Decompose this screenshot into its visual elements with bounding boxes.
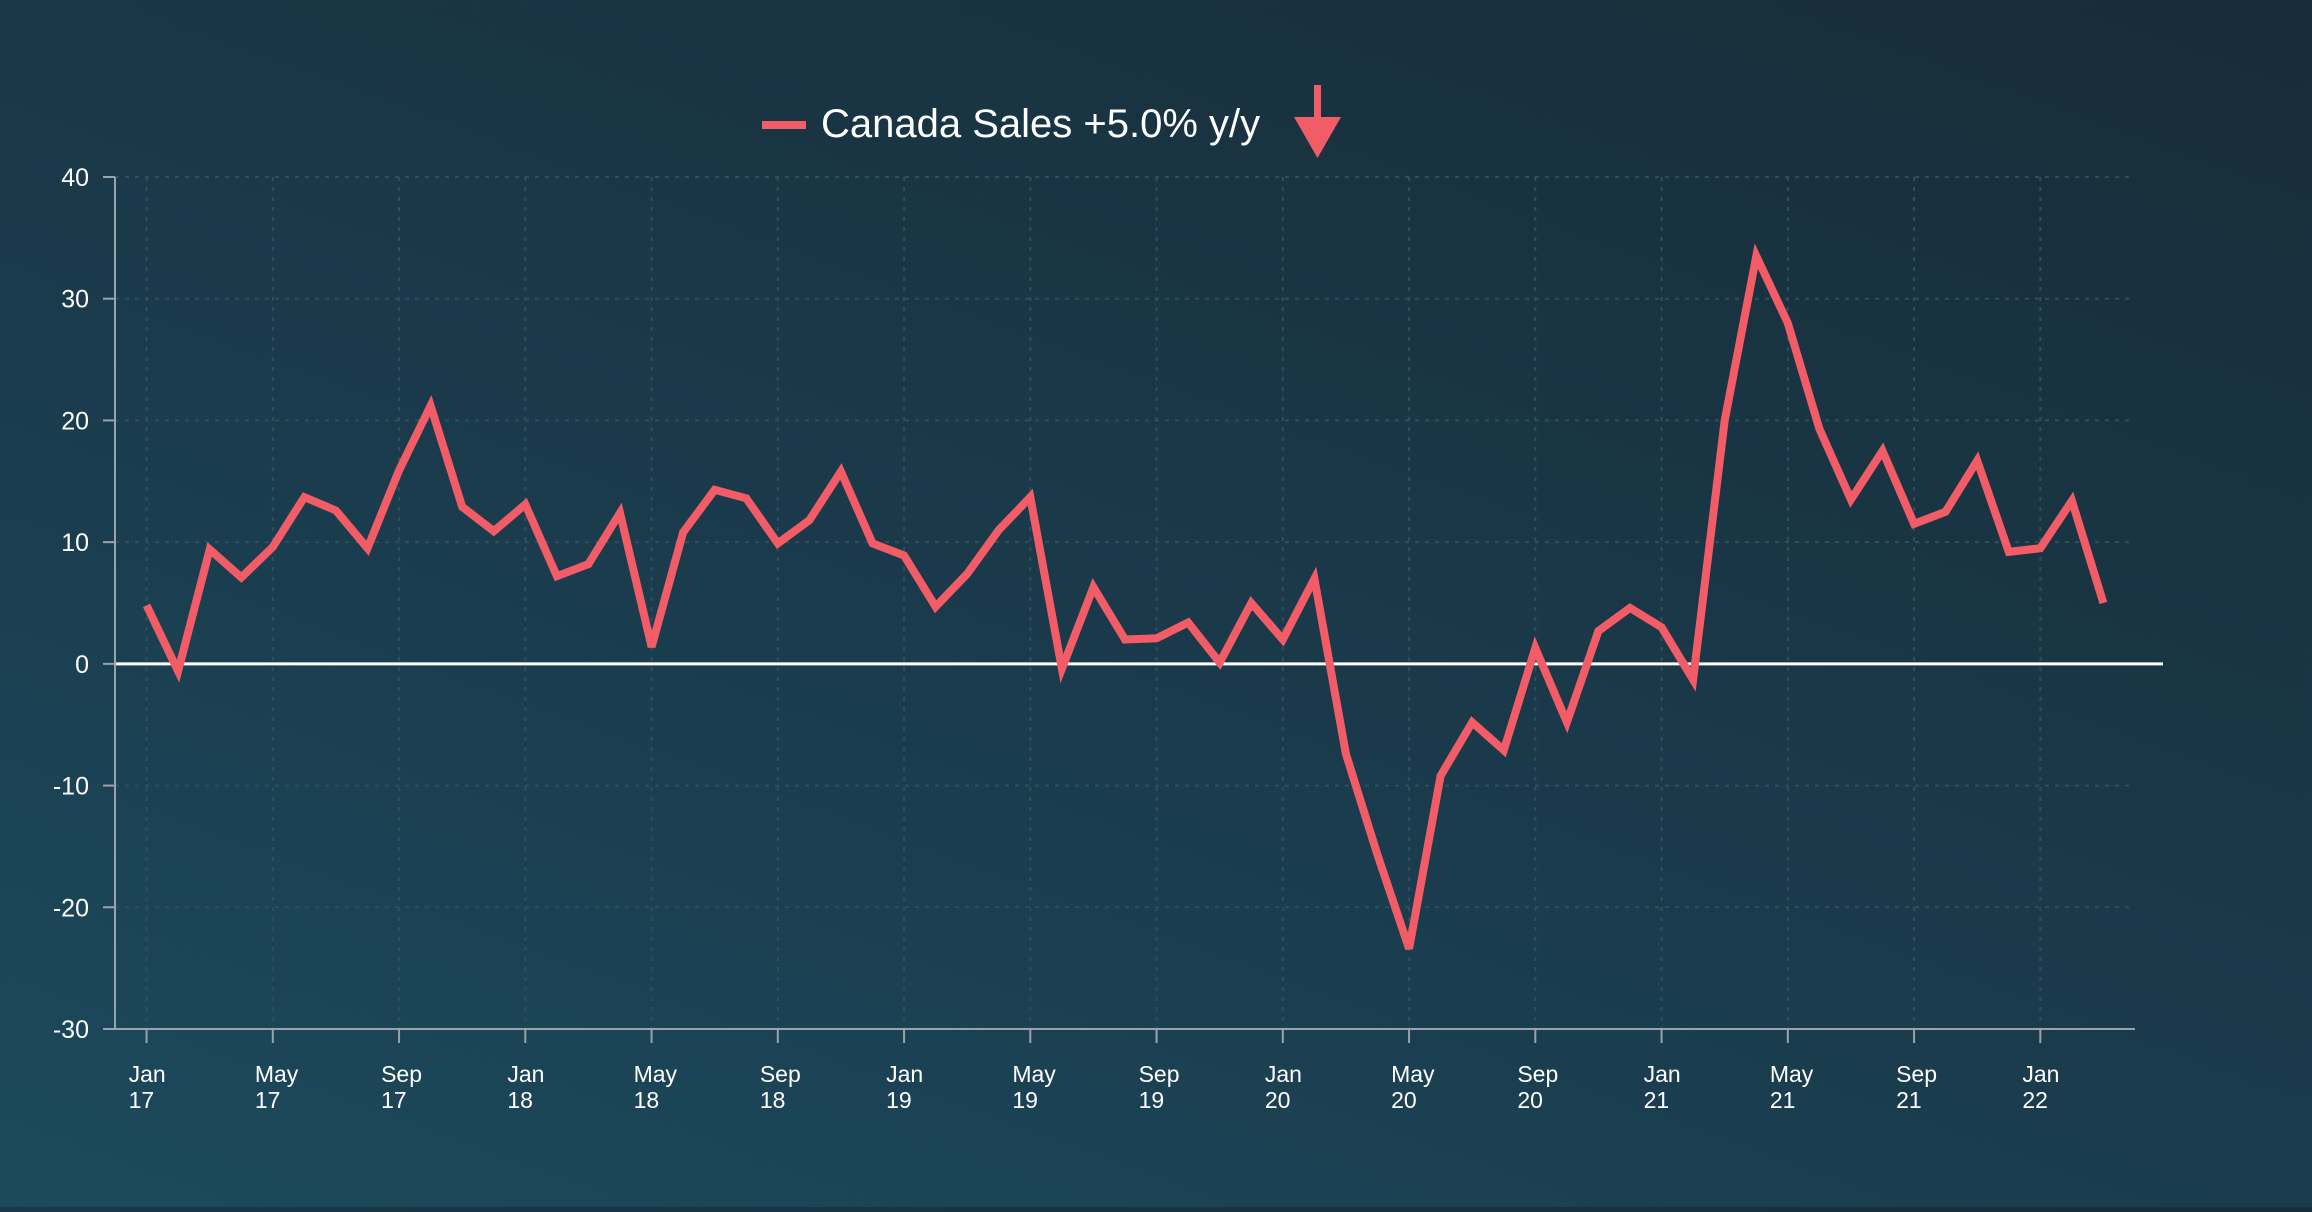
data-point (554, 573, 560, 579)
data-point (1943, 509, 1949, 515)
x-tick-label: Jan 19 (886, 1061, 923, 1113)
data-point (491, 528, 497, 534)
data-point (270, 544, 276, 550)
data-point (333, 507, 339, 513)
y-tick-label: -30 (53, 1016, 89, 1044)
data-point (680, 529, 686, 535)
data-point (933, 604, 939, 610)
data-point (459, 504, 465, 510)
data-point (1974, 458, 1980, 464)
data-point (1438, 773, 1444, 779)
x-tick-label: May 21 (1770, 1061, 1814, 1113)
y-tick-label: -10 (53, 773, 89, 801)
data-point (2069, 498, 2075, 504)
y-tick-label: 40 (61, 164, 89, 192)
data-point (1090, 584, 1096, 590)
series-line (142, 243, 2108, 950)
data-point (1848, 497, 1854, 503)
data-point (1816, 426, 1822, 432)
data-point (1343, 751, 1349, 757)
down-arrow-icon (1294, 85, 1341, 158)
legend: Canada Sales +5.0% y/y (762, 85, 1341, 158)
series-group (142, 243, 2108, 952)
data-point (2100, 600, 2106, 606)
data-point (522, 501, 528, 507)
data-point (1627, 605, 1633, 611)
data-point (870, 540, 876, 546)
data-point (1217, 660, 1223, 666)
data-point (2037, 545, 2043, 551)
data-point (1185, 619, 1191, 625)
x-tick-label: Sep 20 (1517, 1061, 1558, 1113)
data-point (617, 510, 623, 516)
data-point (1722, 417, 1728, 423)
data-point (964, 571, 970, 577)
axes (103, 176, 2135, 1043)
data-point (649, 644, 655, 650)
data-point (1753, 253, 1759, 259)
tick-labels: 40 30 20 10 0 -10 -20 -30 Jan 17 May 17 Sep 17 Jan 18 Ma… (53, 164, 2060, 1113)
data-point (1469, 719, 1475, 725)
x-tick-label: Jan 22 (2022, 1061, 2059, 1113)
data-point (585, 561, 591, 567)
legend-label: Canada Sales +5.0% y/y (821, 102, 1260, 146)
data-point (1564, 719, 1570, 725)
data-point (743, 495, 749, 501)
data-point (365, 545, 371, 551)
data-point (1248, 600, 1254, 606)
data-point (1911, 521, 1917, 527)
y-tick-label: -20 (53, 894, 89, 922)
data-point (207, 546, 213, 552)
data-point (1690, 677, 1696, 683)
data-point (428, 403, 434, 409)
data-point (1532, 645, 1538, 651)
data-point (901, 553, 907, 559)
data-point (144, 602, 150, 608)
x-tick-label: Sep 19 (1139, 1061, 1180, 1113)
x-tick-label: May 19 (1012, 1061, 1056, 1113)
x-tick-label: Jan 18 (507, 1061, 544, 1113)
data-point (2006, 549, 2012, 555)
data-point (1880, 448, 1886, 454)
data-point (1595, 628, 1601, 634)
data-point (1311, 576, 1317, 582)
y-tick-label: 0 (75, 651, 89, 679)
y-tick-label: 10 (61, 529, 89, 557)
x-tick-label: Sep 18 (760, 1061, 801, 1113)
data-point (712, 487, 718, 493)
data-point (1659, 624, 1665, 630)
gridlines (115, 176, 2135, 1029)
data-point (775, 540, 781, 546)
data-point (1027, 494, 1033, 500)
y-tick-label: 20 (61, 407, 89, 435)
y-tick-label: 30 (61, 286, 89, 314)
data-point (838, 469, 844, 475)
data-point (1122, 637, 1128, 643)
x-tick-label: May 18 (634, 1061, 678, 1113)
data-point (238, 574, 244, 580)
x-tick-label: May 17 (255, 1061, 299, 1113)
data-point (1406, 946, 1412, 952)
data-point (1501, 747, 1507, 753)
data-point (1375, 852, 1381, 858)
data-point (1785, 320, 1791, 326)
data-point (806, 517, 812, 523)
data-point (1280, 637, 1286, 643)
data-point (301, 494, 307, 500)
x-tick-label: Jan 21 (1644, 1061, 1681, 1113)
data-point (1059, 666, 1065, 672)
data-point (1154, 635, 1160, 641)
x-tick-label: Jan 17 (129, 1061, 166, 1113)
x-tick-label: May 20 (1391, 1061, 1435, 1113)
x-tick-label: Sep 17 (381, 1061, 422, 1113)
x-tick-label: Sep 21 (1896, 1061, 1937, 1113)
data-point (996, 527, 1002, 533)
data-point (175, 668, 181, 674)
x-tick-label: Jan 20 (1265, 1061, 1302, 1113)
data-point (396, 467, 402, 473)
